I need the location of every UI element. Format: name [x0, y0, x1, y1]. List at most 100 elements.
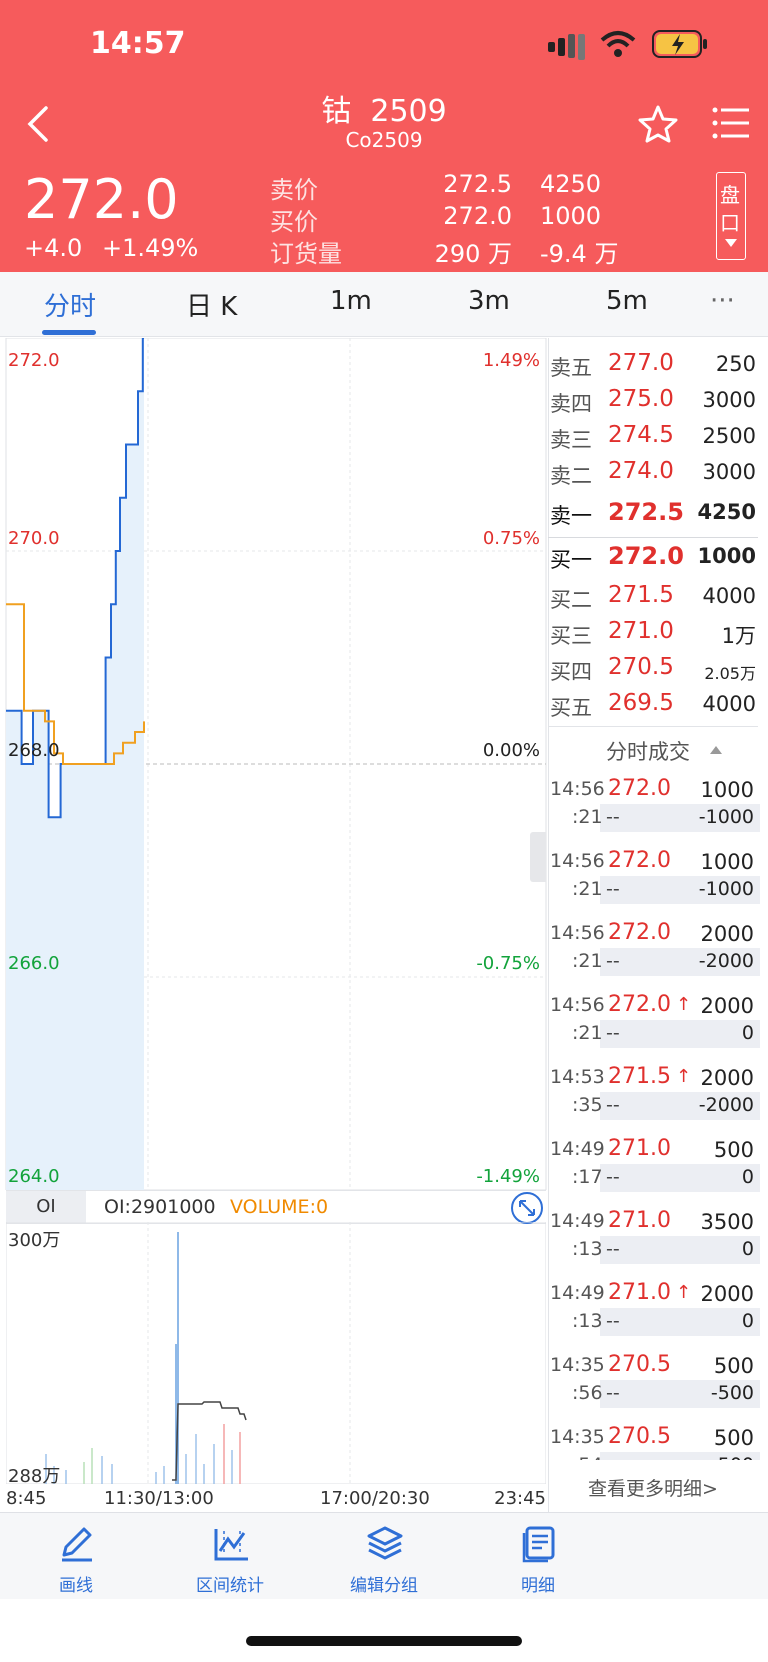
volume-value: VOLUME:0 [230, 1196, 329, 1218]
trade-time: 14:35 [550, 1354, 605, 1376]
oi-tab[interactable]: OI [6, 1191, 86, 1223]
tab-daily-k[interactable]: 日 K [186, 292, 238, 322]
tab-1m[interactable]: 1m [330, 286, 372, 316]
trade-dash: -- [606, 950, 620, 972]
trade-seconds: :17 [572, 1166, 603, 1188]
ask-price: 274.0 [608, 458, 674, 484]
tab-3m[interactable]: 3m [468, 286, 510, 316]
bid-row[interactable]: 买五 269.5 4000 [550, 688, 760, 724]
bid-row[interactable]: 买四 270.5 2.05万 [550, 652, 760, 688]
instrument-code: Co2509 [345, 128, 423, 152]
intraday-price-chart[interactable] [0, 338, 548, 1190]
battery-icon [652, 30, 707, 58]
edit-group-button[interactable]: 编辑分组 [324, 1513, 444, 1599]
trade-band [600, 1164, 760, 1192]
expand-side-handle[interactable] [530, 832, 546, 882]
bid-label: 买二 [550, 588, 592, 612]
ask-label: 卖一 [550, 504, 592, 528]
trade-dash: -- [606, 1022, 620, 1044]
trade-time: 14:49 [550, 1138, 605, 1160]
bid-price: 272.0 [608, 542, 684, 570]
last-price: 272.0 [24, 168, 179, 231]
trade-arrow: ↑ [676, 1282, 692, 1303]
oi-bar: OI OI:2901000 VOLUME:0 [6, 1190, 546, 1224]
x-tick: 23:45 [494, 1488, 546, 1509]
bid-price: 271.0 [608, 618, 674, 644]
trade-dash: -- [606, 1238, 620, 1260]
trade-row[interactable]: 14:56:21 272.0 ↑ 2000 -- 0 [550, 988, 760, 1058]
trade-row[interactable]: 14:35:56 270.5 500 -- -500 [550, 1348, 760, 1418]
trade-dash: -- [606, 1166, 620, 1188]
trade-row[interactable]: 14:56:21 272.0 1000 -- -1000 [550, 844, 760, 914]
ask-row[interactable]: 卖二 274.0 3000 [550, 456, 760, 492]
trade-row[interactable]: 14:35:54 270.5 500 -- -500 [550, 1420, 760, 1460]
ask-row[interactable]: 卖四 275.0 3000 [550, 384, 760, 420]
trades-title-text: 分时成交 [606, 740, 690, 764]
ask-label: 卖二 [550, 464, 592, 488]
ask-row[interactable]: 卖一 272.5 4250 [550, 496, 760, 532]
volume-bottom-label: 288万 [8, 1466, 61, 1487]
ask-label: 卖五 [550, 356, 592, 380]
bid-row[interactable]: 买二 271.5 4000 [550, 580, 760, 616]
quote-label: 买价 [270, 208, 318, 236]
trade-row[interactable]: 14:49:17 271.0 500 -- 0 [550, 1132, 760, 1202]
y-tick-right: 0.00% [482, 740, 540, 761]
bid-label: 买三 [550, 624, 592, 648]
x-tick: 11:30/13:00 [104, 1488, 214, 1509]
trade-time: 14:56 [550, 778, 605, 800]
bid-price: 271.5 [608, 582, 674, 608]
quote-price: 272.0 [443, 202, 512, 230]
details-button[interactable]: 明细 [478, 1513, 598, 1599]
trade-row[interactable]: 14:49:13 271.0 ↑ 2000 -- 0 [550, 1276, 760, 1346]
bid-row[interactable]: 买一 272.0 1000 [550, 540, 760, 576]
trade-qty: 500 [713, 1426, 754, 1450]
trade-change: 0 [741, 1310, 754, 1332]
trade-row[interactable]: 14:49:13 271.0 3500 -- 0 [550, 1204, 760, 1274]
pankou-char: 盘 [720, 183, 740, 207]
ask-row[interactable]: 卖三 274.5 2500 [550, 420, 760, 456]
order-book [548, 338, 768, 1512]
tab-intraday[interactable]: 分时 [44, 292, 97, 322]
trade-qty: 2000 [700, 922, 754, 946]
pankou-toggle[interactable]: 盘 口 [716, 172, 746, 260]
draw-line-button[interactable]: 画线 [16, 1513, 136, 1599]
trade-qty: 1000 [700, 850, 754, 874]
tab-more[interactable]: ··· [710, 286, 735, 316]
trade-change: -2000 [698, 950, 754, 972]
back-icon[interactable] [26, 104, 50, 144]
more-details-link[interactable]: 查看更多明细> [588, 1478, 718, 1500]
trade-band [600, 1308, 760, 1336]
trade-time: 14:35 [550, 1426, 605, 1448]
interval-stats-button[interactable]: 区间统计 [170, 1513, 290, 1599]
ask-price: 277.0 [608, 350, 674, 376]
trade-time: 14:56 [550, 850, 605, 872]
expand-icon[interactable] [510, 1191, 544, 1225]
trade-band [600, 1380, 760, 1408]
y-tick-right: 1.49% [482, 350, 540, 371]
trade-price: 270.5 [608, 1424, 671, 1449]
status-time: 14:57 [90, 26, 186, 61]
trade-time: 14:56 [550, 922, 605, 944]
menu-icon[interactable] [712, 106, 750, 140]
trade-qty: 2000 [700, 1066, 754, 1090]
trade-band [600, 804, 760, 832]
bid-label: 买四 [550, 660, 592, 684]
quote-header: 14:57 钴 2509 Co2509 272.0 +4.0 +1.49% 卖价… [0, 0, 768, 272]
star-icon[interactable] [638, 104, 678, 144]
home-indicator [246, 1636, 522, 1646]
ask-qty: 250 [715, 352, 756, 376]
trade-row[interactable]: 14:56:21 272.0 2000 -- -2000 [550, 916, 760, 986]
trade-price: 271.5 [608, 1064, 671, 1089]
trade-seconds: :35 [572, 1094, 603, 1116]
tab-5m[interactable]: 5m [606, 286, 648, 316]
document-icon [522, 1526, 555, 1563]
trade-row[interactable]: 14:56:21 272.0 1000 -- -1000 [550, 772, 760, 842]
draw-line-label: 画线 [59, 1576, 93, 1596]
ask-row[interactable]: 卖五 277.0 250 [550, 348, 760, 384]
trade-row[interactable]: 14:53:35 271.5 ↑ 2000 -- -2000 [550, 1060, 760, 1130]
trade-seconds: :56 [572, 1382, 603, 1404]
trades-title[interactable]: 分时成交 [548, 734, 758, 770]
bid-label: 买五 [550, 696, 592, 720]
quote-label: 订货量 [270, 240, 342, 268]
bid-row[interactable]: 买三 271.0 1万 [550, 616, 760, 652]
